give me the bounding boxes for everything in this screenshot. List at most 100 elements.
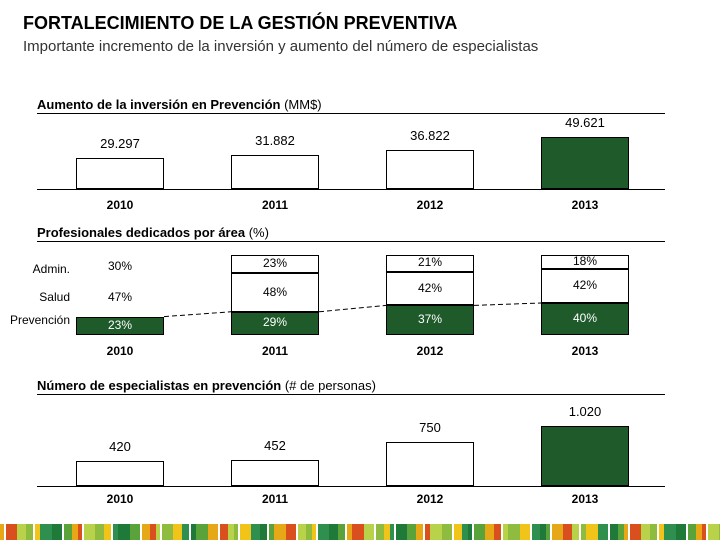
investment-bar	[231, 155, 319, 189]
stripe-segment	[563, 524, 572, 540]
specialists-year-label: 2012	[416, 492, 444, 506]
stripe-segment	[306, 524, 312, 540]
share-segment	[386, 271, 474, 306]
stripe-segment	[298, 524, 306, 540]
specialists-year-label: 2013	[571, 492, 599, 506]
specialists-baseline	[37, 486, 665, 487]
share-year-label: 2013	[571, 344, 599, 358]
stripe-segment	[641, 524, 650, 540]
stripe-segment	[352, 524, 364, 540]
specialists-title-bold: Número de especialistas en prevención	[37, 378, 282, 393]
specialists-value-label: 420	[109, 439, 131, 454]
investment-value-label: 29.297	[100, 136, 140, 151]
share-year-label: 2012	[416, 344, 444, 358]
stripe-segment	[540, 524, 546, 540]
specialists-rule	[37, 394, 665, 395]
prevention-trend-line	[318, 304, 387, 313]
stripe-segment	[6, 524, 17, 540]
stripe-segment	[130, 524, 140, 540]
stripe-segment	[508, 524, 520, 540]
specialists-bar	[386, 442, 474, 486]
share-segment	[231, 311, 319, 335]
stripe-segment	[329, 524, 338, 540]
share-value-label: 23%	[262, 256, 288, 271]
share-year-label: 2010	[106, 344, 134, 358]
stripe-segment	[228, 524, 234, 540]
prevention-trend-line	[163, 311, 232, 318]
stripe-segment	[208, 524, 218, 540]
stripe-segment	[708, 524, 719, 540]
specialists-value-label: 452	[264, 438, 286, 453]
stripe-segment	[191, 524, 196, 540]
stripe-segment	[234, 524, 238, 540]
share-value-label: 42%	[572, 278, 598, 293]
stripe-segment	[462, 524, 468, 540]
share-segment	[386, 305, 474, 335]
stripe-segment	[251, 524, 260, 540]
stripe-segment	[485, 524, 494, 540]
stripe-segment	[182, 524, 189, 540]
stripe-segment	[598, 524, 608, 540]
stripe-segment	[468, 524, 472, 540]
stripe-segment	[40, 524, 52, 540]
stripe-segment	[630, 524, 641, 540]
stripe-segment	[659, 524, 664, 540]
stripe-segment	[581, 524, 586, 540]
stripe-segment	[286, 524, 296, 540]
stripe-segment	[240, 524, 251, 540]
stripe-segment	[618, 524, 624, 540]
stripe-segment	[416, 524, 423, 540]
stripe-segment	[312, 524, 316, 540]
share-value-label: 23%	[107, 317, 133, 332]
page-subtitle: Importante incremento de la inversión y …	[23, 38, 539, 55]
share-value-label: 29%	[262, 315, 288, 330]
stripe-segment	[610, 524, 618, 540]
stripe-segment	[84, 524, 95, 540]
specialists-year-label: 2011	[261, 492, 289, 506]
investment-bar	[541, 137, 629, 189]
stripe-segment	[454, 524, 462, 540]
investment-title-unit: (MM$)	[284, 97, 322, 112]
stripe-segment	[220, 524, 228, 540]
share-segment	[231, 273, 319, 312]
stripe-segment	[142, 524, 150, 540]
share-value-label: 30%	[107, 259, 133, 273]
stripe-segment	[430, 524, 442, 540]
page-title: FORTALECIMIENTO DE LA GESTIÓN PREVENTIVA	[23, 13, 458, 33]
share-segment	[231, 255, 319, 274]
stripe-segment	[376, 524, 384, 540]
stripe-segment	[664, 524, 676, 540]
stripe-segment	[676, 524, 686, 540]
specialists-title-unit: (# de personas)	[284, 378, 376, 393]
share-row-label: Prevención	[9, 313, 70, 327]
specialists-value-label: 1.020	[568, 404, 602, 419]
stripe-segment	[702, 524, 706, 540]
share-value-label: 40%	[572, 311, 598, 325]
stripe-segment	[274, 524, 286, 540]
stripe-segment	[396, 524, 407, 540]
stripe-segment	[520, 524, 530, 540]
investment-value-label: 31.882	[255, 133, 295, 148]
investment-value-label: 36.822	[410, 128, 450, 143]
stripe-segment	[72, 524, 78, 540]
investment-rule	[37, 113, 665, 114]
share-value-label: 18%	[572, 254, 598, 269]
investment-value-label: 49.621	[565, 115, 605, 130]
stripe-segment	[384, 524, 390, 540]
stripe-segment	[113, 524, 118, 540]
investment-baseline	[37, 189, 665, 190]
share-segment	[541, 269, 629, 303]
stripe-segment	[17, 524, 26, 540]
share-row-label: Admin.	[32, 262, 70, 276]
professionals-title-bold: Profesionales dedicados por área	[37, 225, 246, 240]
stripe-segment	[150, 524, 156, 540]
decorative-color-stripe	[0, 524, 720, 540]
stripe-segment	[624, 524, 628, 540]
specialists-bar	[76, 461, 164, 486]
stripe-segment	[390, 524, 394, 540]
investment-year-label: 2011	[261, 198, 289, 212]
stripe-segment	[64, 524, 72, 540]
stripe-segment	[104, 524, 111, 540]
stripe-segment	[118, 524, 130, 540]
